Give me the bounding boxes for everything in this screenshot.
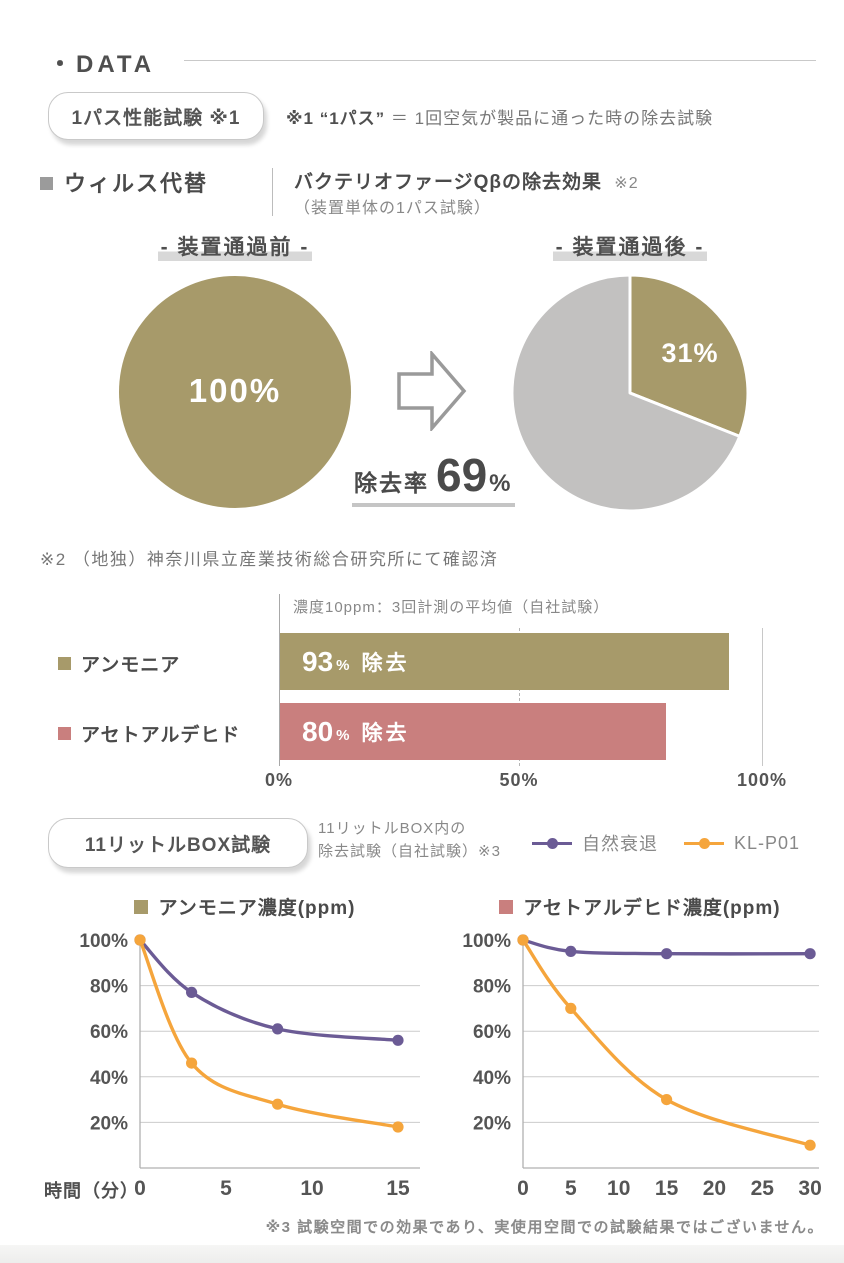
removal-rate-label: 除去率 — [354, 470, 429, 496]
bar-row-label-ammonia-text: アンモニア — [81, 655, 181, 676]
footer-note: ※3 試験空間での効果であり、実使用空間での試験結果ではございません。 — [265, 1219, 824, 1236]
virus-section-label: ウィルス代替 — [64, 171, 209, 196]
legend-item-klp01: KL-P01 — [684, 833, 800, 854]
bar-tick-100: 100% — [736, 770, 788, 790]
bar-acetaldehyde-suffix: 除去 — [361, 721, 410, 745]
pie-after-caption-text: - 装置通過後 - — [552, 236, 708, 261]
pie-before-caption: - 装置通過前 - — [117, 231, 353, 261]
pie-before-value: 100% — [188, 372, 282, 409]
bar-axis-50-line — [519, 628, 520, 766]
bottom-strip — [0, 1245, 844, 1263]
svg-text:20%: 20% — [473, 1113, 511, 1134]
line-chart-ammonia: 100% 80% 60% 40% 20% 0 5 10 15 — [79, 931, 420, 1200]
bar-chart-header: 濃度10ppm：3回計測の平均値（自社試験） — [293, 599, 610, 616]
natural-decay-line-dot-icon — [532, 837, 572, 849]
pie-chart-before — [119, 276, 351, 508]
line-chart-acetaldehyde: 100% 80% 60% 40% 20% 0 5 10 15 20 25 30 — [462, 931, 821, 1200]
svg-text:60%: 60% — [473, 1022, 511, 1043]
svg-text:25: 25 — [751, 1177, 775, 1200]
section-divider — [272, 168, 273, 216]
time-axis-unit-label: 時間（分） — [44, 1181, 139, 1201]
one-pass-note-term: “1パス” — [319, 109, 386, 128]
pie-after-caption: - 装置通過後 - — [510, 231, 750, 261]
line-chart-title-acetaldehyde: アセトアルデヒド濃度(ppm) — [445, 893, 835, 920]
svg-text:60%: 60% — [90, 1022, 128, 1043]
svg-text:0: 0 — [134, 1177, 146, 1200]
svg-text:20: 20 — [703, 1177, 726, 1200]
ammonia-title-swatch-icon — [134, 899, 149, 914]
one-pass-test-badge-label: 1パス性能試験 ※1 — [71, 107, 241, 129]
natural-decay-dot-icon — [547, 837, 558, 849]
klp01-line-dot-icon — [684, 837, 724, 849]
legend-item-natural-decay: 自然衰退 — [532, 830, 658, 856]
bar-row-label-acetaldehyde-text: アセトアルデヒド — [81, 725, 241, 746]
virus-chart-title: バクテリオファージQβの除去効果 ※2 — [294, 167, 639, 194]
svg-text:40%: 40% — [473, 1068, 511, 1089]
bar-tick-0: 0% — [264, 770, 293, 790]
svg-text:40%: 40% — [90, 1068, 128, 1089]
pie-chart-after — [510, 273, 750, 513]
svg-text:20%: 20% — [90, 1113, 128, 1134]
svg-text:0: 0 — [517, 1177, 529, 1200]
pie-before-caption-text: - 装置通過前 - — [157, 236, 313, 261]
svg-text:10: 10 — [607, 1177, 630, 1200]
bar-row-label-acetaldehyde: アセトアルデヒド — [58, 720, 240, 747]
bar-ammonia: 93 % 除去 — [280, 633, 730, 690]
box-test-description-line2: 除去試験（自社試験）※3 — [318, 843, 501, 860]
legend: 自然衰退 KL-P01 — [532, 830, 800, 856]
acetaldehyde-title-swatch-icon — [499, 899, 514, 914]
bar-acetaldehyde: 80 % 除去 — [280, 703, 667, 760]
svg-text:10: 10 — [300, 1177, 323, 1200]
box-test-description: 11リットルBOX内の 除去試験（自社試験）※3 — [318, 817, 501, 863]
bar-axis-0-line — [279, 594, 280, 766]
svg-text:100%: 100% — [462, 931, 511, 952]
arrow-right-icon — [397, 351, 467, 431]
bar-acetaldehyde-unit: % — [336, 727, 350, 744]
line-chart-title-acetaldehyde-text: アセトアルデヒド濃度(ppm) — [523, 898, 781, 919]
page-title: ・DATA — [48, 51, 156, 78]
one-pass-note: ※1 “1パス” ＝ 1回空気が製品に通った時の除去試験 — [286, 104, 713, 129]
svg-text:80%: 80% — [473, 977, 511, 998]
removal-rate-unit: % — [489, 470, 511, 497]
bar-ammonia-suffix: 除去 — [361, 651, 410, 675]
svg-text:30: 30 — [798, 1177, 821, 1200]
svg-text:80%: 80% — [90, 977, 128, 998]
bar-chart: 濃度10ppm：3回計測の平均値（自社試験） アンモニア 93 % 除去 アセト… — [0, 592, 844, 802]
svg-text:15: 15 — [386, 1177, 410, 1200]
box-test-badge: 11リットルBOX試験 — [48, 818, 308, 868]
section-bullet-icon — [40, 177, 53, 190]
bar-axis-100-line — [762, 628, 763, 766]
legend-natural-decay-label: 自然衰退 — [582, 834, 658, 854]
one-pass-note-equals: ＝ — [390, 109, 409, 128]
legend-klp01-label: KL-P01 — [734, 832, 801, 853]
virus-chart-subtitle: （装置単体の1パス試験） — [294, 200, 491, 217]
bar-row-label-ammonia: アンモニア — [58, 650, 180, 677]
klp01-dot-icon — [699, 837, 710, 849]
virus-chart-title-text: バクテリオファージQβの除去効果 — [294, 172, 602, 193]
box-test-description-line1: 11リットルBOX内の — [318, 820, 467, 837]
bar-ammonia-unit: % — [336, 657, 350, 674]
virus-chart-title-ref: ※2 — [614, 175, 639, 192]
removal-rate: 除去率 69 % — [352, 452, 515, 507]
bar-ammonia-value: 93 — [302, 645, 334, 677]
acetaldehyde-swatch-icon — [58, 727, 71, 740]
line-chart-title-ammonia: アンモニア濃度(ppm) — [60, 893, 430, 920]
removal-rate-value: 69 — [436, 449, 488, 501]
institute-note: ※2 （地独）神奈川県立産業技術総合研究所にて確認済 — [40, 550, 499, 569]
one-pass-test-badge: 1パス性能試験 ※1 — [48, 92, 264, 140]
svg-text:15: 15 — [655, 1177, 679, 1200]
one-pass-note-ref: ※1 — [286, 109, 314, 128]
svg-text:5: 5 — [565, 1177, 577, 1200]
one-pass-note-text: 1回空気が製品に通った時の除去試験 — [414, 109, 714, 128]
svg-text:5: 5 — [220, 1177, 232, 1200]
svg-text:100%: 100% — [79, 931, 128, 952]
ammonia-swatch-icon — [58, 657, 71, 670]
bar-acetaldehyde-value: 80 — [302, 715, 334, 747]
title-rule — [184, 60, 816, 61]
box-test-badge-label: 11リットルBOX試験 — [84, 834, 272, 856]
pie-after-value: 31% — [661, 338, 719, 368]
line-chart-title-ammonia-text: アンモニア濃度(ppm) — [158, 898, 356, 919]
bar-tick-50: 50% — [499, 770, 539, 790]
